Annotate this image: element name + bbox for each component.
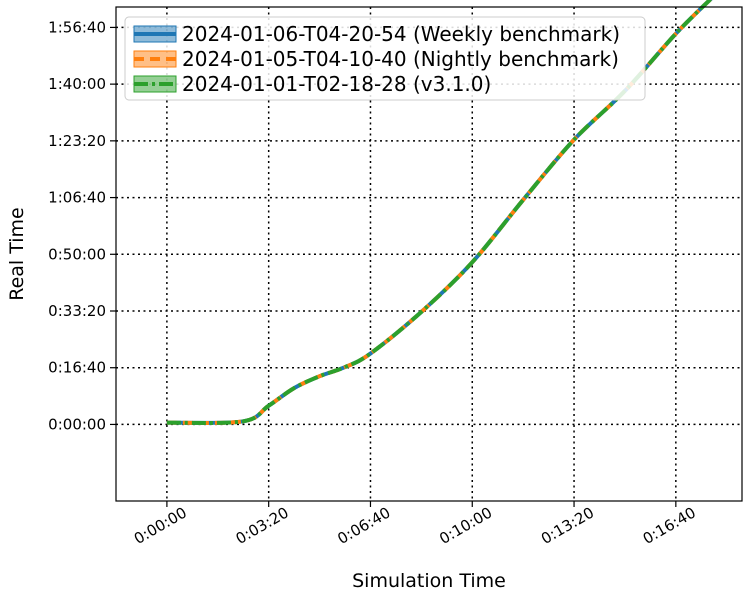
y-tick-label: 1:56:40 <box>48 18 106 36</box>
y-tick-label: 0:16:40 <box>48 359 106 377</box>
y-tick-label: 1:06:40 <box>48 189 106 207</box>
legend-label-3: 2024-01-01-T02-18-28 (v3.1.0) <box>182 72 491 96</box>
legend-label-1: 2024-01-06-T04-20-54 (Weekly benchmark) <box>182 22 620 46</box>
y-axis-label: Real Time <box>6 207 28 301</box>
y-tick-label: 1:23:20 <box>48 132 106 150</box>
legend-label-2: 2024-01-05-T04-10-40 (Nightly benchmark) <box>182 47 619 71</box>
y-tick-label: 0:33:20 <box>48 302 106 320</box>
x-axis-label: Simulation Time <box>352 570 506 592</box>
y-tick-label: 0:00:00 <box>48 415 106 433</box>
y-tick-label: 1:40:00 <box>48 75 106 93</box>
legend-box <box>124 16 646 101</box>
y-tick-label: 0:50:00 <box>48 245 106 263</box>
legend: 2024-01-06-T04-20-54 (Weekly benchmark)2… <box>124 16 646 101</box>
